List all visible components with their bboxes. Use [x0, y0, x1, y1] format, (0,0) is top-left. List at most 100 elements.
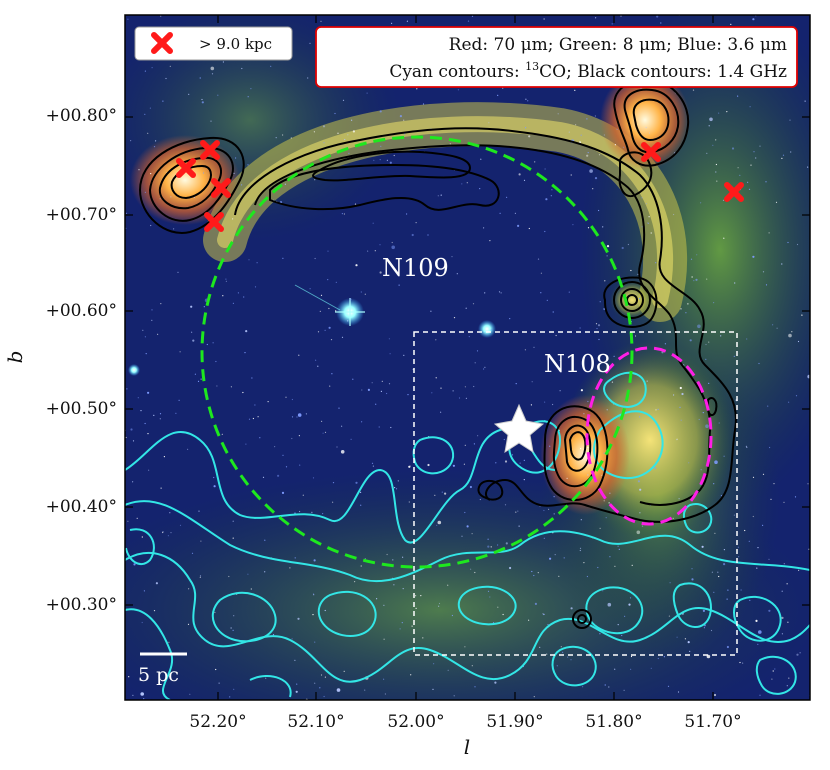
star-dot: [559, 359, 561, 361]
star-dot: [692, 89, 695, 91]
star-dot: [639, 416, 641, 418]
star-dot: [461, 535, 463, 537]
y-tick-label: +00.80°: [46, 106, 117, 126]
star-dot: [142, 329, 144, 331]
star-dot: [282, 134, 284, 136]
y-tick-label: +00.30°: [46, 595, 117, 615]
star-dot: [495, 462, 497, 464]
star-dot: [654, 467, 657, 470]
star-dot: [393, 584, 395, 586]
star-dot: [787, 241, 789, 244]
star-dot: [624, 615, 626, 617]
star-dot: [344, 138, 346, 141]
star-dot: [797, 340, 800, 343]
star-dot: [601, 474, 603, 476]
star-dot: [560, 646, 562, 648]
star-dot: [687, 641, 690, 644]
star-dot: [712, 144, 714, 146]
star-dot: [291, 416, 294, 418]
star-dot: [141, 536, 143, 538]
star-dot: [524, 349, 527, 351]
star-dot: [776, 327, 778, 329]
star-dot: [264, 539, 266, 541]
star-dot: [372, 222, 374, 224]
star-dot: [334, 112, 336, 115]
star-dot: [210, 66, 215, 71]
star-dot: [178, 399, 180, 401]
star-dot: [144, 336, 146, 338]
star-dot: [734, 282, 736, 284]
star-dot: [718, 422, 720, 424]
star-dot: [710, 629, 713, 632]
star-dot: [379, 271, 382, 274]
star-dot: [791, 331, 793, 333]
star-dot: [641, 525, 644, 527]
y-tick-label: +00.70°: [46, 205, 117, 225]
star-dot: [606, 245, 610, 248]
star-dot: [474, 362, 476, 364]
star-dot: [592, 188, 594, 190]
star-dot: [530, 404, 533, 406]
star-dot: [609, 492, 611, 494]
star-dot: [170, 196, 172, 198]
star-dot: [141, 621, 143, 624]
star-dot: [606, 255, 608, 257]
plot-frame: [124, 14, 811, 701]
star-dot: [580, 447, 582, 450]
star-dot: [700, 469, 702, 471]
star-dot: [636, 530, 641, 535]
star-dot: [586, 575, 589, 578]
star-dot: [556, 665, 558, 667]
star-dot: [668, 615, 671, 617]
star-dot: [497, 606, 499, 608]
star-dot: [558, 575, 560, 577]
star-dot: [336, 446, 338, 448]
star-dot: [545, 198, 548, 201]
star-dot: [415, 595, 417, 597]
star-dot: [188, 588, 190, 590]
star-dot: [700, 202, 702, 204]
star-dot: [319, 310, 321, 312]
star-dot: [391, 245, 396, 250]
star-dot: [360, 291, 362, 293]
star-dot: [322, 125, 326, 128]
star-dot: [381, 380, 383, 382]
star-dot: [547, 624, 549, 626]
star-dot: [570, 174, 572, 176]
star-dot: [483, 227, 485, 229]
star-dot: [679, 386, 682, 390]
star-dot: [768, 558, 770, 561]
star-dot: [335, 310, 337, 312]
y-tick-labels: +00.80° +00.70° +00.60° +00.50° +00.40° …: [46, 106, 117, 615]
star-dot: [567, 656, 569, 658]
star-dot: [254, 404, 256, 406]
star-dot: [388, 383, 391, 385]
star-dot: [289, 567, 291, 569]
star-dot: [200, 540, 202, 542]
star-dot: [575, 124, 577, 126]
star-dot: [517, 224, 520, 227]
star-dot: [544, 168, 546, 170]
star-dot: [202, 172, 205, 174]
star-dot: [608, 686, 610, 688]
star-dot: [465, 397, 467, 399]
star-dot: [312, 477, 315, 479]
star-dot: [389, 353, 391, 355]
star-dot: [341, 425, 343, 427]
star-dot: [515, 511, 517, 513]
star-dot: [555, 334, 557, 337]
star-dot: [309, 42, 311, 45]
star-dot: [403, 119, 405, 121]
star-dot: [364, 293, 366, 295]
star-dot: [137, 397, 139, 399]
star-dot: [580, 519, 582, 521]
star-dot: [762, 473, 765, 475]
star-dot: [411, 233, 414, 237]
star-dot: [523, 179, 526, 181]
star-dot: [807, 166, 809, 168]
star-dot: [525, 127, 527, 129]
y-tick-label: +00.60°: [46, 301, 117, 321]
star-dot: [452, 464, 455, 467]
star-dot: [194, 373, 196, 375]
star-dot: [781, 633, 784, 635]
